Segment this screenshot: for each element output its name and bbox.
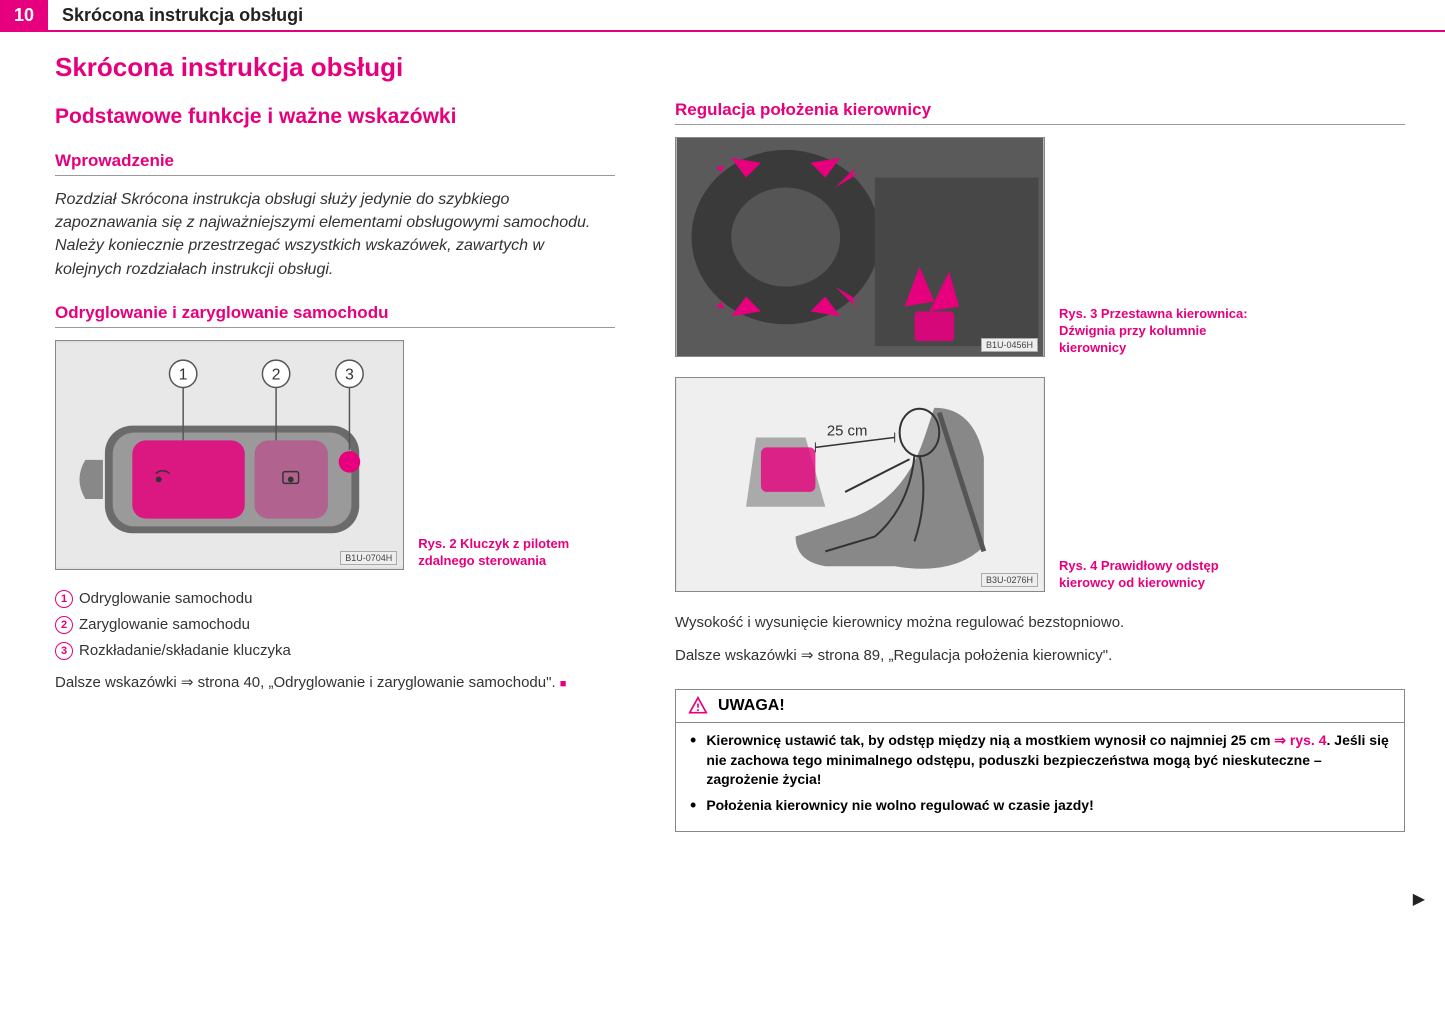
figure-2-code: B1U-0704H bbox=[340, 551, 397, 565]
continue-arrow-icon: ▶ bbox=[1413, 889, 1425, 909]
list-item: 1 Odryglowanie samochodu bbox=[55, 590, 615, 608]
figure-4-row: 25 cm B3U-0276H Rys. 4 Prawidłowy odstęp… bbox=[675, 377, 1405, 592]
section-heading: Podstawowe funkcje i ważne wskazówki bbox=[55, 105, 615, 129]
figure-2-caption: Rys. 2 Kluczyk z pilotem zdalnego sterow… bbox=[418, 536, 615, 570]
warning-bullet-1: • Kierownicę ustawić tak, by odstęp międ… bbox=[690, 731, 1390, 790]
list-item: 2 Zaryglowanie samochodu bbox=[55, 616, 615, 634]
list-item: 3 Rozkładanie/składanie kluczyka bbox=[55, 642, 615, 660]
bullet-icon: • bbox=[690, 796, 696, 816]
figure-2-image: 1 2 3 B1U-0704H bbox=[55, 340, 404, 570]
item-text: Zaryglowanie samochodu bbox=[79, 616, 250, 633]
svg-text:1: 1 bbox=[179, 366, 188, 383]
seat-illustration: 25 cm bbox=[676, 378, 1044, 591]
subsection-lock: Odryglowanie i zaryglowanie samochodu bbox=[55, 303, 615, 328]
right-text-1: Wysokość i wysunięcie kierownicy można r… bbox=[675, 612, 1405, 635]
warning-header: UWAGA! bbox=[676, 690, 1404, 723]
key-fob-illustration: 1 2 3 bbox=[56, 341, 403, 569]
warning-title: UWAGA! bbox=[718, 697, 785, 715]
svg-text:2: 2 bbox=[272, 366, 281, 383]
figure-3-caption: Rys. 3 Przestawna kierownica: Dźwignia p… bbox=[1059, 306, 1259, 357]
subsection-intro: Wprowadzenie bbox=[55, 151, 615, 176]
figure-link[interactable]: ⇒ rys. 4 bbox=[1274, 732, 1326, 748]
figure-4-code: B3U-0276H bbox=[981, 573, 1038, 587]
header-title: Skrócona instrukcja obsługi bbox=[48, 5, 303, 26]
warning-bullet-2: • Położenia kierownicy nie wolno regulow… bbox=[690, 796, 1390, 816]
figure-2-row: 1 2 3 B1U-0704H Rys. 2 Kluczyk z pilotem… bbox=[55, 340, 615, 570]
distance-label: 25 cm bbox=[827, 423, 867, 439]
figure-3-image: B1U-0456H bbox=[675, 137, 1045, 357]
subsection-steering: Regulacja położenia kierownicy bbox=[675, 100, 1405, 125]
figure-3-row: B1U-0456H Rys. 3 Przestawna kierownica: … bbox=[675, 137, 1405, 357]
left-column: Skrócona instrukcja obsługi Podstawowe f… bbox=[55, 52, 615, 832]
warning-box: UWAGA! • Kierownicę ustawić tak, by odst… bbox=[675, 689, 1405, 832]
right-text-2: Dalsze wskazówki ⇒ strona 89, „Regulacja… bbox=[675, 645, 1405, 668]
item-text: Rozkładanie/składanie kluczyka bbox=[79, 642, 291, 659]
page-header: 10 Skrócona instrukcja obsługi bbox=[0, 0, 1445, 32]
item-number-icon: 2 bbox=[55, 616, 73, 634]
item-number-icon: 1 bbox=[55, 590, 73, 608]
figure-4-caption: Rys. 4 Prawidłowy odstęp kierowcy od kie… bbox=[1059, 558, 1259, 592]
figure-4-image: 25 cm B3U-0276H bbox=[675, 377, 1045, 592]
svg-text:3: 3 bbox=[345, 366, 354, 383]
item-number-icon: 3 bbox=[55, 642, 73, 660]
main-heading: Skrócona instrukcja obsługi bbox=[55, 52, 615, 83]
figure-3-code: B1U-0456H bbox=[981, 338, 1038, 352]
intro-paragraph: Rozdział Skrócona instrukcja obsługi słu… bbox=[55, 188, 615, 281]
item-text: Odryglowanie samochodu bbox=[79, 590, 252, 607]
steering-illustration bbox=[676, 138, 1044, 356]
warning-body: • Kierownicę ustawić tak, by odstęp międ… bbox=[676, 723, 1404, 831]
warning-triangle-icon bbox=[688, 696, 708, 716]
key-legend-list: 1 Odryglowanie samochodu 2 Zaryglowanie … bbox=[55, 590, 615, 660]
page-number: 10 bbox=[0, 0, 48, 30]
left-footer-text: Dalsze wskazówki ⇒ strona 40, „Odryglowa… bbox=[55, 672, 615, 695]
content-area: Skrócona instrukcja obsługi Podstawowe f… bbox=[0, 32, 1445, 832]
right-column: Regulacja położenia kierownicy bbox=[675, 52, 1405, 832]
bullet-icon: • bbox=[690, 731, 696, 790]
end-square-icon: ■ bbox=[560, 678, 567, 690]
